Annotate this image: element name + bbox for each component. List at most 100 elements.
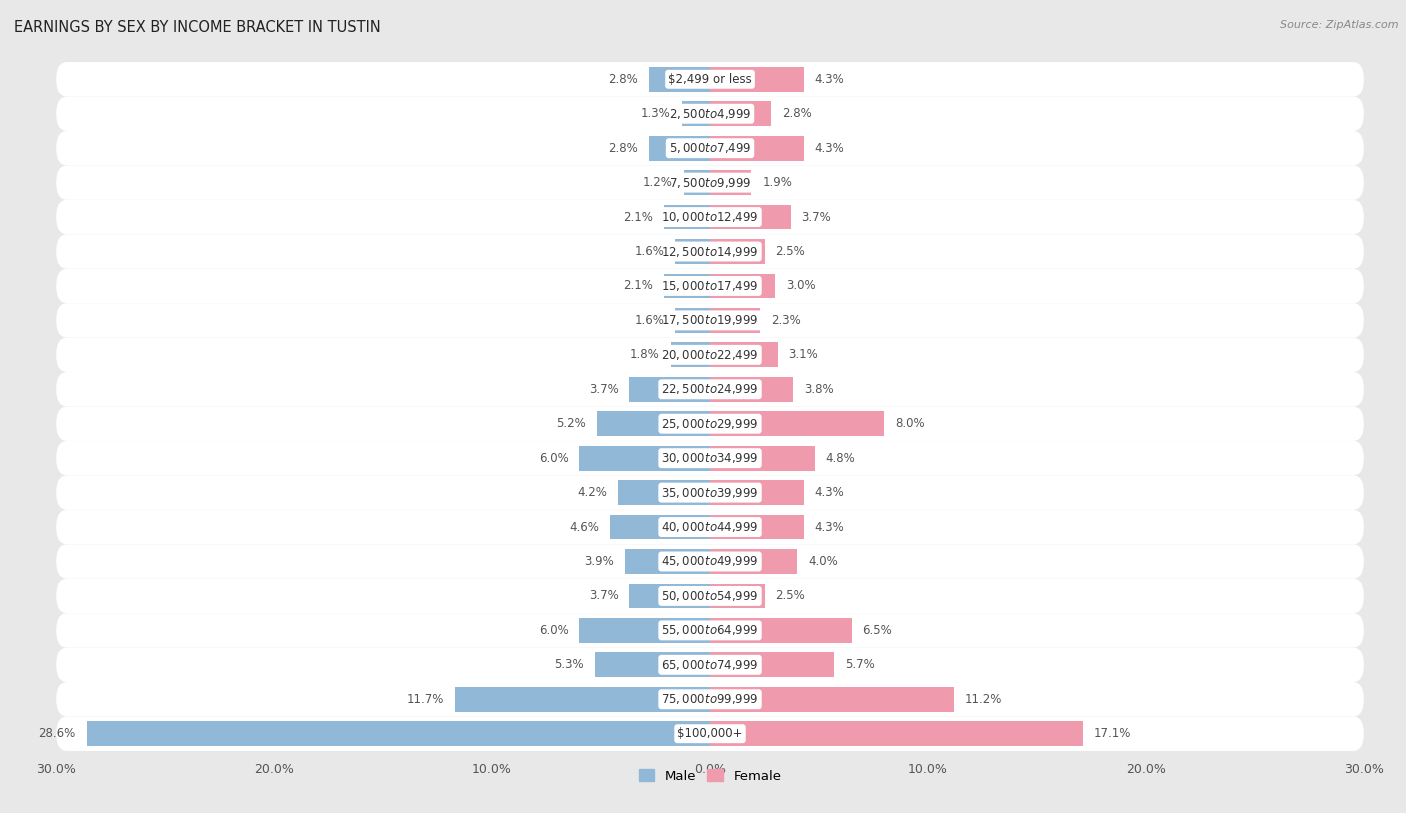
FancyBboxPatch shape [56, 648, 1364, 682]
Text: 1.6%: 1.6% [634, 245, 664, 258]
Text: 4.3%: 4.3% [814, 486, 845, 499]
Text: $50,000 to $54,999: $50,000 to $54,999 [661, 589, 759, 603]
Bar [710, 480, 804, 505]
Text: 28.6%: 28.6% [38, 727, 76, 740]
Text: 2.5%: 2.5% [776, 589, 806, 602]
Text: 4.2%: 4.2% [578, 486, 607, 499]
Text: EARNINGS BY SEX BY INCOME BRACKET IN TUSTIN: EARNINGS BY SEX BY INCOME BRACKET IN TUS… [14, 20, 381, 35]
Text: 1.9%: 1.9% [762, 176, 792, 189]
Legend: Male, Female: Male, Female [633, 764, 787, 788]
Text: $75,000 to $99,999: $75,000 to $99,999 [661, 692, 759, 706]
Bar [579, 446, 710, 471]
Bar [710, 170, 751, 195]
Text: $25,000 to $29,999: $25,000 to $29,999 [661, 417, 759, 431]
Bar [650, 136, 710, 161]
Bar [664, 205, 710, 229]
FancyBboxPatch shape [56, 131, 1364, 165]
Text: 8.0%: 8.0% [896, 417, 925, 430]
Text: 2.1%: 2.1% [623, 280, 654, 293]
FancyBboxPatch shape [56, 165, 1364, 200]
Bar [671, 342, 710, 367]
Text: $15,000 to $17,499: $15,000 to $17,499 [661, 279, 759, 293]
Bar [619, 480, 710, 505]
Text: 2.8%: 2.8% [782, 107, 811, 120]
Bar [710, 652, 834, 677]
Text: $17,500 to $19,999: $17,500 to $19,999 [661, 313, 759, 328]
FancyBboxPatch shape [56, 372, 1364, 406]
FancyBboxPatch shape [56, 97, 1364, 131]
Text: 4.3%: 4.3% [814, 73, 845, 86]
Bar [710, 721, 1083, 746]
Text: 1.2%: 1.2% [643, 176, 673, 189]
Text: $55,000 to $64,999: $55,000 to $64,999 [661, 624, 759, 637]
Text: $20,000 to $22,499: $20,000 to $22,499 [661, 348, 759, 362]
FancyBboxPatch shape [56, 234, 1364, 269]
Text: 1.6%: 1.6% [634, 314, 664, 327]
Text: $10,000 to $12,499: $10,000 to $12,499 [661, 210, 759, 224]
Text: $2,500 to $4,999: $2,500 to $4,999 [669, 107, 751, 121]
FancyBboxPatch shape [56, 544, 1364, 579]
Text: $22,500 to $24,999: $22,500 to $24,999 [661, 382, 759, 396]
Bar [664, 273, 710, 298]
Text: 3.0%: 3.0% [786, 280, 815, 293]
Text: $5,000 to $7,499: $5,000 to $7,499 [669, 141, 751, 155]
Bar [675, 239, 710, 264]
Bar [710, 584, 765, 608]
FancyBboxPatch shape [56, 441, 1364, 476]
FancyBboxPatch shape [56, 476, 1364, 510]
Text: $12,500 to $14,999: $12,500 to $14,999 [661, 245, 759, 259]
Bar [87, 721, 710, 746]
Bar [630, 377, 710, 402]
FancyBboxPatch shape [56, 613, 1364, 648]
Bar [710, 342, 778, 367]
Text: 1.3%: 1.3% [641, 107, 671, 120]
Text: 4.3%: 4.3% [814, 141, 845, 154]
Text: 2.1%: 2.1% [623, 211, 654, 224]
Bar [710, 446, 814, 471]
Text: 6.5%: 6.5% [862, 624, 893, 637]
Text: $7,500 to $9,999: $7,500 to $9,999 [669, 176, 751, 189]
Text: $30,000 to $34,999: $30,000 to $34,999 [661, 451, 759, 465]
Text: 3.9%: 3.9% [585, 555, 614, 568]
Text: $45,000 to $49,999: $45,000 to $49,999 [661, 554, 759, 568]
Bar [579, 618, 710, 643]
Bar [710, 205, 790, 229]
Bar [630, 584, 710, 608]
Bar [710, 515, 804, 540]
Bar [710, 102, 770, 126]
Text: $100,000+: $100,000+ [678, 727, 742, 740]
Text: $35,000 to $39,999: $35,000 to $39,999 [661, 485, 759, 500]
FancyBboxPatch shape [56, 269, 1364, 303]
Text: 17.1%: 17.1% [1094, 727, 1130, 740]
Text: $65,000 to $74,999: $65,000 to $74,999 [661, 658, 759, 672]
FancyBboxPatch shape [56, 510, 1364, 544]
Text: 6.0%: 6.0% [538, 452, 568, 465]
FancyBboxPatch shape [56, 579, 1364, 613]
Text: 1.8%: 1.8% [630, 348, 659, 361]
Bar [710, 239, 765, 264]
FancyBboxPatch shape [56, 62, 1364, 97]
Text: 4.6%: 4.6% [569, 520, 599, 533]
FancyBboxPatch shape [56, 200, 1364, 234]
Bar [596, 411, 710, 436]
Bar [610, 515, 710, 540]
Bar [710, 549, 797, 574]
Text: 5.7%: 5.7% [845, 659, 875, 672]
Text: 4.8%: 4.8% [825, 452, 855, 465]
FancyBboxPatch shape [56, 406, 1364, 441]
Bar [710, 136, 804, 161]
Text: 2.5%: 2.5% [776, 245, 806, 258]
Text: 3.7%: 3.7% [589, 383, 619, 396]
Text: $2,499 or less: $2,499 or less [668, 73, 752, 86]
Text: 2.3%: 2.3% [770, 314, 801, 327]
FancyBboxPatch shape [56, 682, 1364, 716]
Text: 4.0%: 4.0% [808, 555, 838, 568]
Bar [710, 67, 804, 92]
Bar [710, 687, 955, 711]
Text: 11.7%: 11.7% [406, 693, 444, 706]
Bar [675, 308, 710, 333]
Text: 5.3%: 5.3% [554, 659, 583, 672]
Bar [626, 549, 710, 574]
Bar [650, 67, 710, 92]
Text: 6.0%: 6.0% [538, 624, 568, 637]
